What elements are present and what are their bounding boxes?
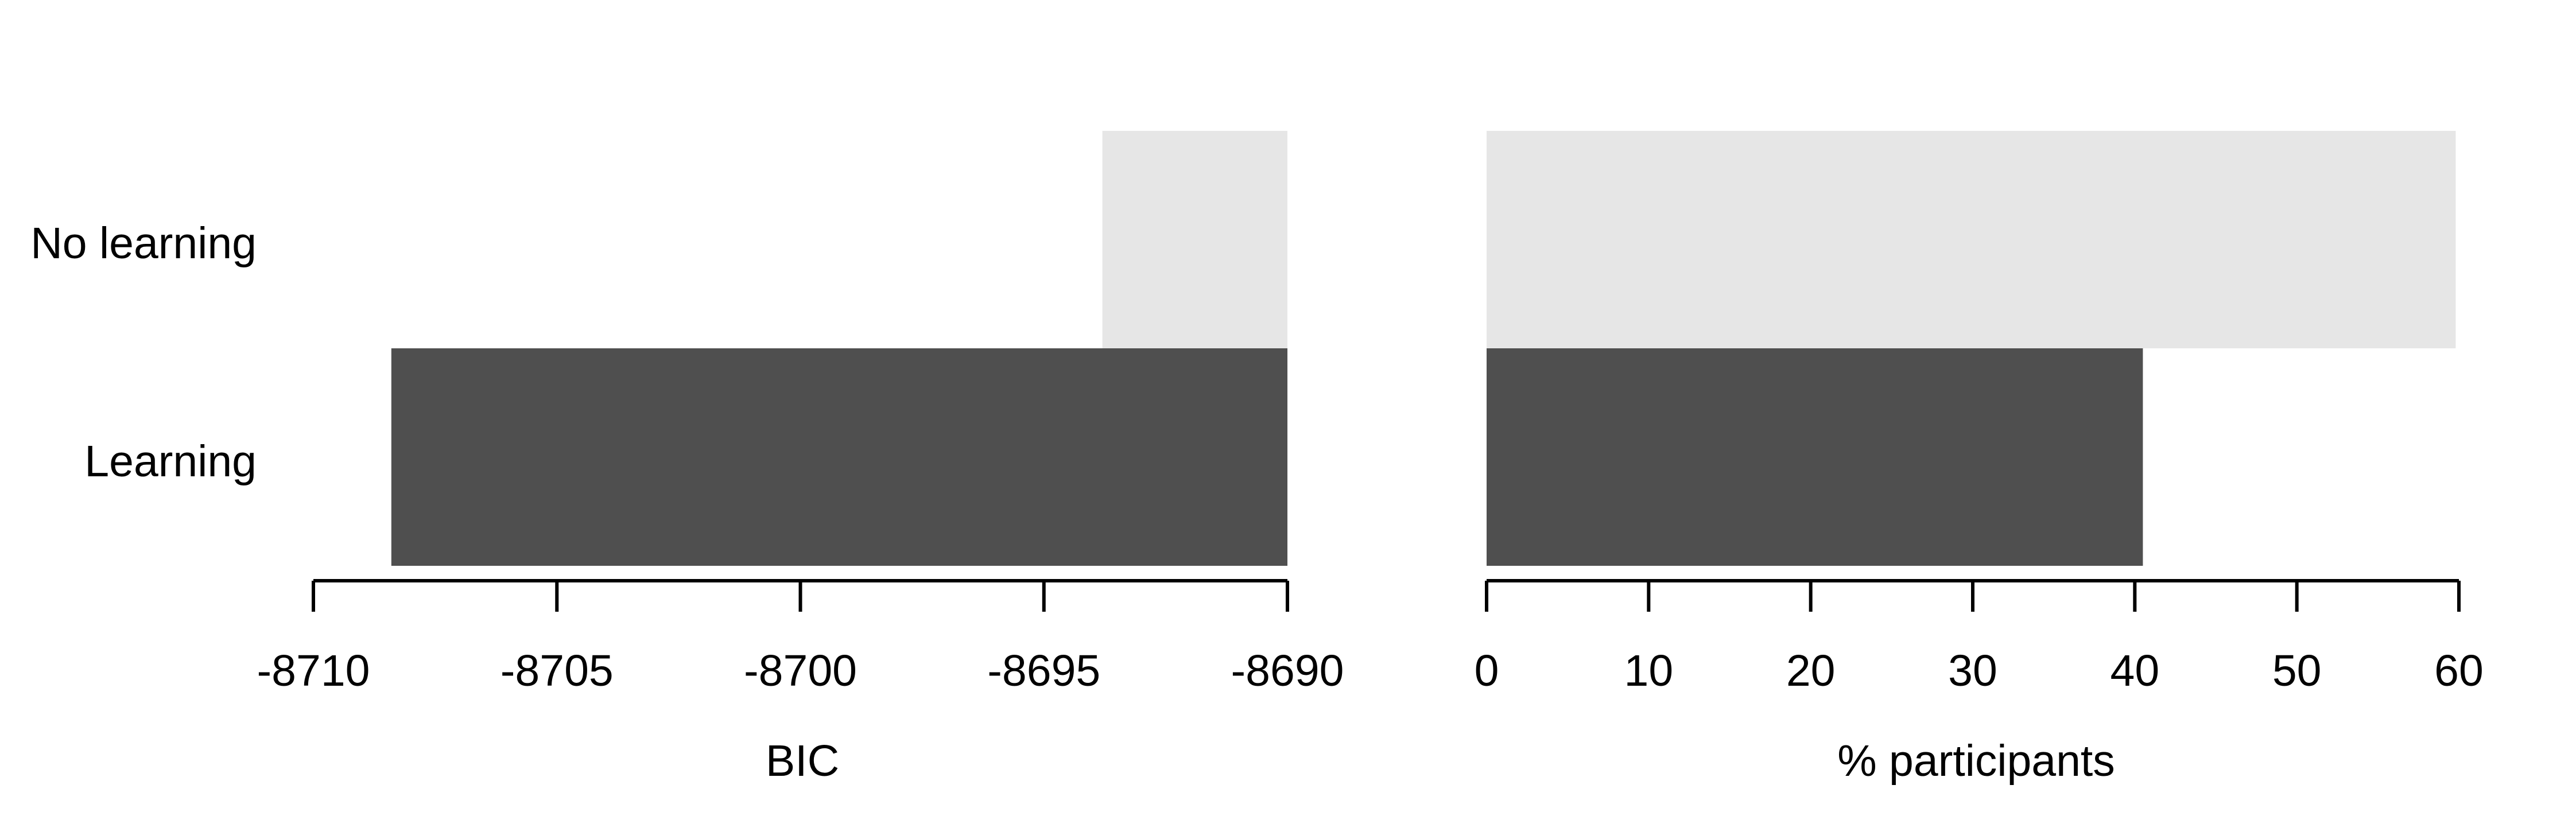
bic-tick-label: -8705 (501, 646, 614, 695)
bic-panel: -8710 -8705 -8700 -8695 -8690 BIC (257, 131, 1344, 786)
category-label-learning: Learning (84, 437, 257, 486)
bic-tick-label: -8695 (987, 646, 1100, 695)
participants-x-axis-ticks: 0 10 20 30 40 50 60 (1475, 581, 2484, 695)
pct-tick-label: 60 (2434, 646, 2484, 695)
pct-bar-no-learning (1487, 131, 2456, 348)
pct-tick-label: 10 (1624, 646, 1674, 695)
pct-tick-label: 50 (2272, 646, 2322, 695)
bic-tick-label: -8700 (744, 646, 857, 695)
bic-tick-label: -8710 (257, 646, 370, 695)
bic-tick-label: -8690 (1231, 646, 1344, 695)
bic-bar-learning (391, 348, 1287, 566)
bic-bars (391, 131, 1287, 566)
bic-x-axis-title: BIC (766, 736, 839, 786)
category-labels: No learning Learning (30, 219, 257, 486)
pct-tick-label: 30 (1948, 646, 1997, 695)
participants-x-axis-title: % participants (1837, 736, 2115, 786)
pct-tick-label: 0 (1475, 646, 1499, 695)
pct-tick-label: 20 (1786, 646, 1836, 695)
bic-bar-no-learning (1102, 131, 1287, 348)
pct-bar-learning (1487, 348, 2143, 566)
bic-x-axis-ticks: -8710 -8705 -8700 -8695 -8690 (257, 581, 1344, 695)
participants-bars (1487, 131, 2456, 566)
category-label-no-learning: No learning (30, 219, 257, 268)
participants-panel: 0 10 20 30 40 50 60 % participants (1475, 131, 2484, 786)
pct-tick-label: 40 (2111, 646, 2160, 695)
